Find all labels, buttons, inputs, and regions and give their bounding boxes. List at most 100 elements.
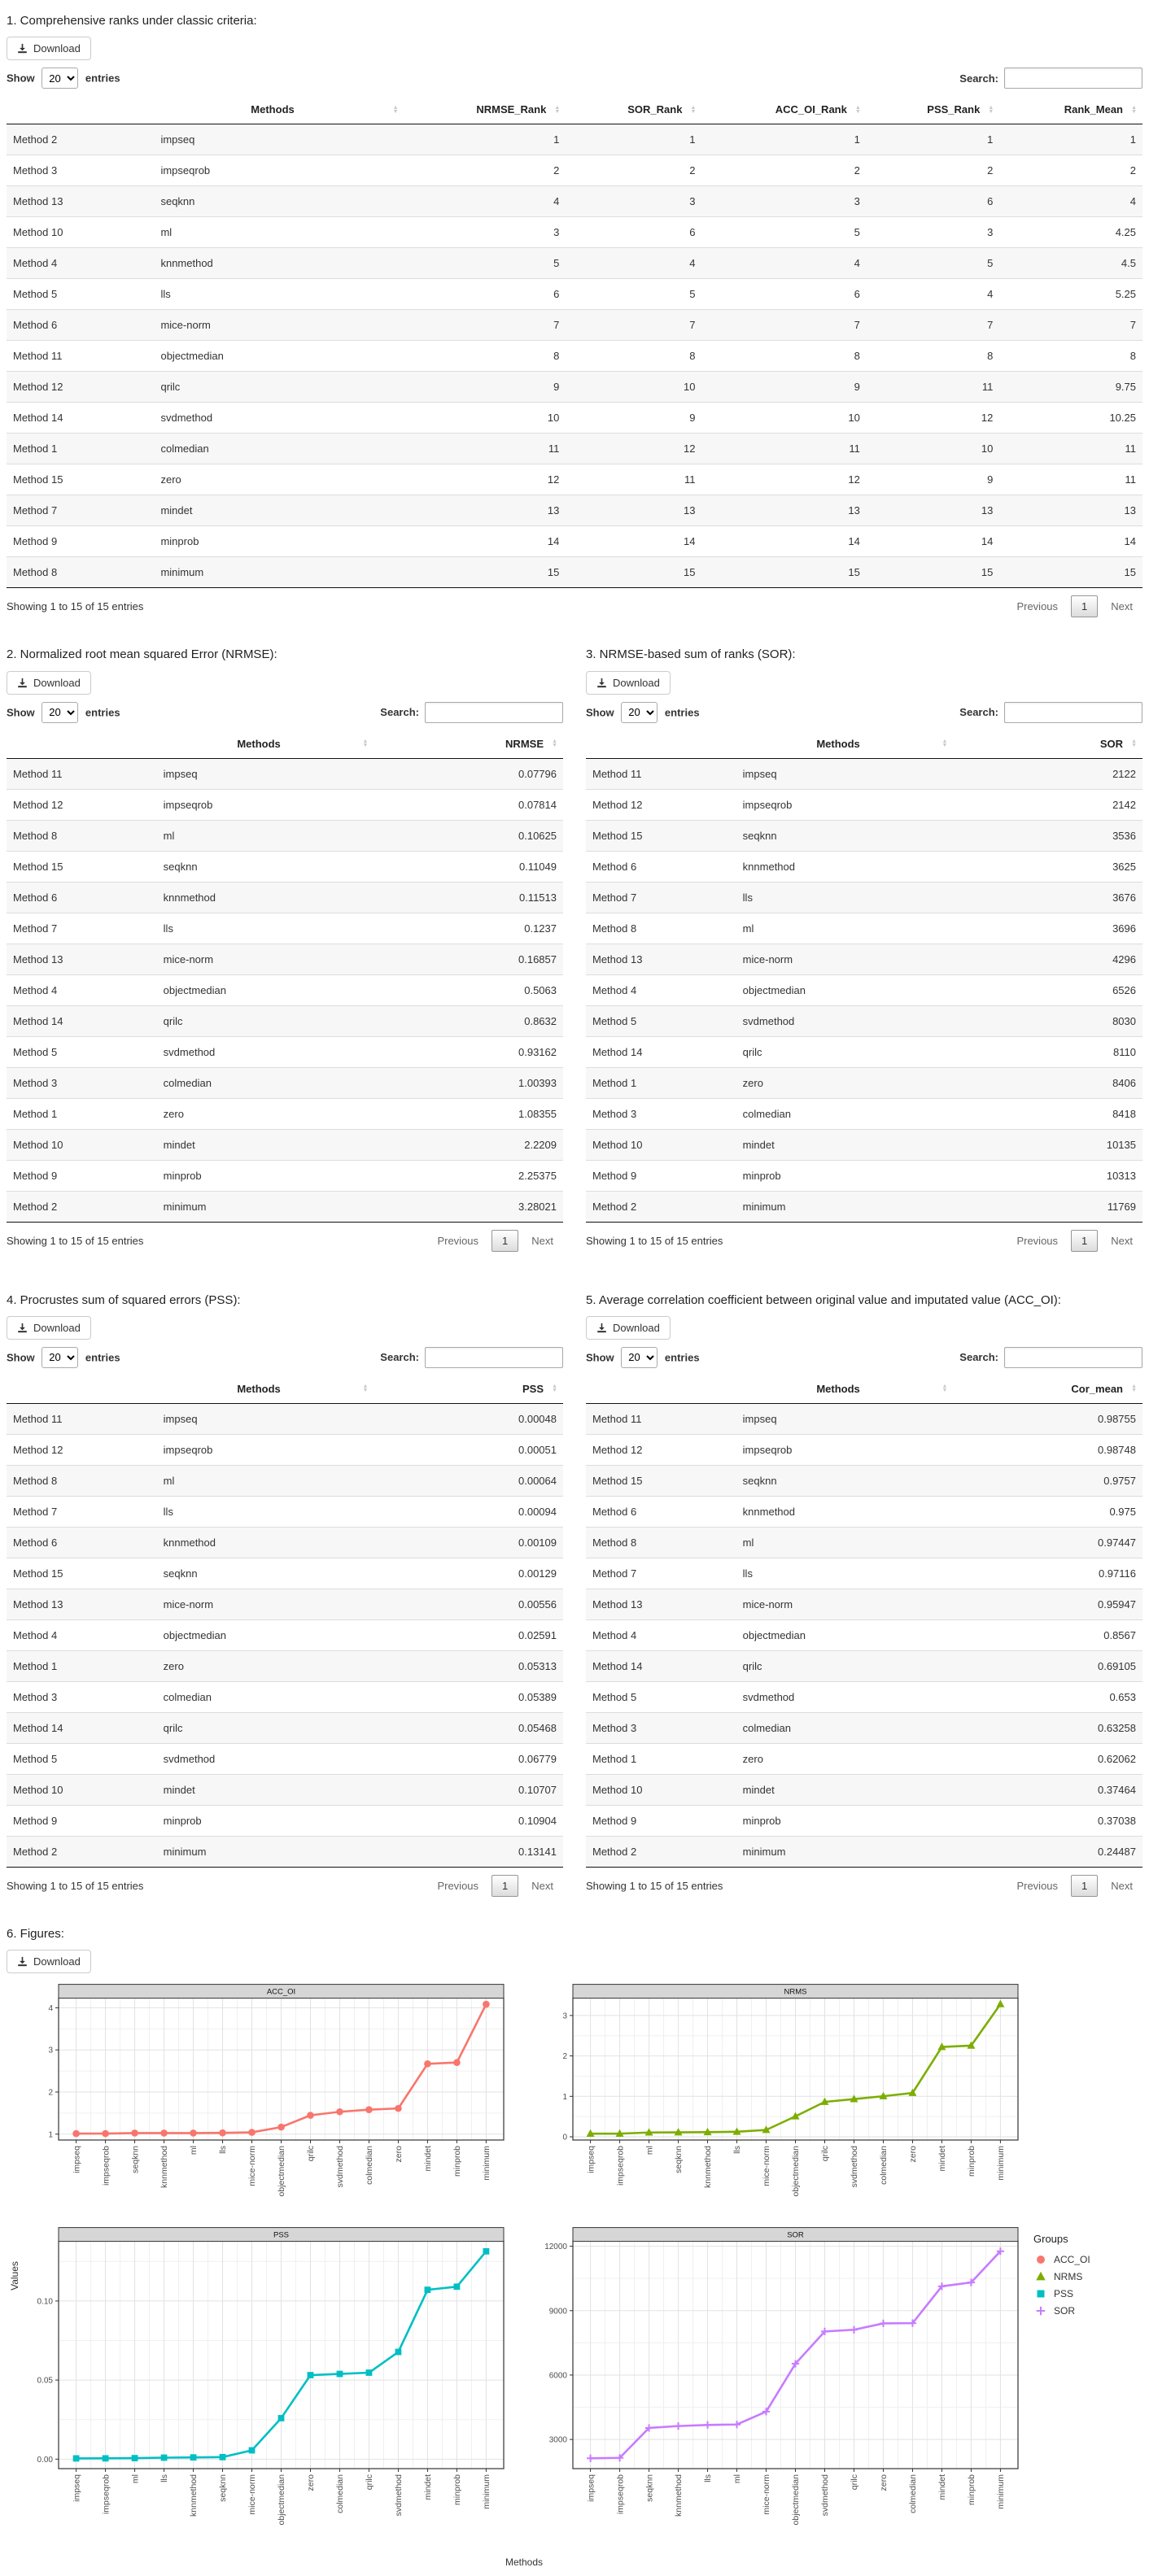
table-row: Method 15 seqknn 3536 (586, 819, 1142, 851)
next-button[interactable]: Next (1111, 1879, 1133, 1892)
previous-button[interactable]: Previous (1016, 1879, 1059, 1892)
download-button[interactable]: Download (7, 1315, 91, 1340)
row-name: Method 10 (586, 1128, 736, 1160)
column-header-nrmse_rank[interactable]: NRMSE_Rank ▲ ▼ (404, 95, 566, 125)
entries-label: entries (85, 706, 120, 718)
page-1-button[interactable]: 1 (1071, 595, 1099, 618)
svg-text:lls: lls (159, 2474, 169, 2482)
column-header-methods[interactable]: Methods ▲ ▼ (736, 729, 954, 759)
legend-title: Groups (1033, 2232, 1068, 2245)
download-button[interactable]: Download (7, 670, 91, 695)
column-header-methods[interactable]: Methods ▲ ▼ (156, 1374, 374, 1404)
page-length-select[interactable]: 20 (42, 68, 79, 89)
column-header-rank_mean[interactable]: Rank_Mean ▲ ▼ (999, 95, 1142, 125)
figure-panel-sor: SOR 3000 6000 9000 12000 impseq impseqrob seqkn… (544, 2227, 1019, 2525)
table-row: Method 9 minprob 10313 (586, 1159, 1142, 1191)
column-header-nrmse[interactable]: NRMSE ▲ ▼ (374, 729, 563, 759)
value-cell: 7 (866, 309, 1000, 341)
search-input[interactable] (425, 1346, 563, 1368)
download-icon (596, 678, 607, 688)
method-name: seqknn (736, 1464, 954, 1497)
column-header-methods[interactable]: Methods ▲ ▼ (154, 95, 404, 125)
column-header-pss_rank[interactable]: PSS_Rank ▲ ▼ (866, 95, 1000, 125)
next-button[interactable]: Next (531, 1879, 553, 1892)
y-axis-label: Values (9, 2261, 20, 2291)
row-name: Method 15 (7, 1557, 157, 1589)
next-button[interactable]: Next (531, 1234, 553, 1247)
table-row: Method 14 svdmethod 10 9 10 12 10.25 (7, 402, 1142, 434)
column-header-sor[interactable]: SOR ▲ ▼ (953, 729, 1142, 759)
row-name: Method 9 (7, 525, 155, 557)
download-button[interactable]: Download (7, 1950, 91, 1973)
value-cell: 0.00094 (374, 1495, 563, 1528)
next-button[interactable]: Next (1111, 600, 1133, 613)
page-length-select[interactable]: 20 (42, 1346, 79, 1368)
page-length-control: Show 20 entries (7, 701, 120, 723)
entries-label: entries (85, 72, 120, 85)
method-name: impseq (742, 1412, 777, 1425)
method-name: qrilc (736, 1035, 954, 1067)
table-row: Method 10 mindet 2.2209 (7, 1128, 563, 1160)
show-label: Show (7, 1351, 35, 1364)
download-label: Download (33, 676, 81, 689)
page-1-button[interactable]: 1 (1071, 1874, 1099, 1897)
table-row: Method 6 knnmethod 0.00109 (7, 1526, 563, 1558)
previous-button[interactable]: Previous (1016, 600, 1059, 613)
page-length-select[interactable]: 20 (621, 701, 658, 723)
legend-marker-circle-icon (1037, 2256, 1045, 2264)
sort-icon: ▲ ▼ (854, 104, 861, 115)
table-row: Method 1 zero 8406 (586, 1066, 1142, 1098)
row-name: Method 5 (586, 1005, 736, 1036)
previous-button[interactable]: Previous (437, 1879, 479, 1892)
download-button[interactable]: Download (586, 1315, 671, 1340)
svg-text:NRMS: NRMS (784, 1987, 807, 1996)
section-title: 6. Figures: (7, 1926, 64, 1941)
value-cell: 11 (701, 433, 867, 464)
previous-button[interactable]: Previous (1016, 1234, 1059, 1247)
page-1-button[interactable]: 1 (1071, 1229, 1099, 1252)
row-name: Method 2 (586, 1835, 736, 1868)
download-button[interactable]: Download (586, 670, 671, 695)
row-name: Method 11 (13, 767, 63, 780)
value-cell: 0.63258 (953, 1711, 1142, 1744)
page-length-select[interactable]: 20 (621, 1346, 658, 1368)
method-name: objectmedian (736, 1619, 954, 1651)
value-cell: 9 (566, 402, 702, 434)
page-length-select[interactable]: 20 (42, 701, 79, 723)
search-input[interactable] (1004, 68, 1142, 89)
download-button[interactable]: Download (7, 37, 91, 61)
value-cell: 9 (404, 371, 566, 403)
row-name: Method 14 (586, 1650, 736, 1682)
column-header-methods[interactable]: Methods ▲ ▼ (736, 1374, 954, 1404)
svg-text:colmedian: colmedian (908, 2474, 918, 2513)
next-button[interactable]: Next (1111, 1234, 1133, 1247)
search-input[interactable] (425, 701, 563, 723)
svg-text:minimum: minimum (482, 2146, 491, 2181)
column-header-sor_rank[interactable]: SOR_Rank ▲ ▼ (566, 95, 702, 125)
figure-panel-holder: SOR 3000 6000 9000 12000 impseq impseqrob seqkn… (537, 2227, 1025, 2554)
method-name: objectmedian (156, 1619, 374, 1651)
table-row: Method 1 zero 0.62062 (586, 1742, 1142, 1775)
column-header-rownames (7, 729, 157, 759)
search-input[interactable] (1004, 701, 1142, 723)
previous-button[interactable]: Previous (437, 1234, 479, 1247)
svg-text:ml: ml (130, 2474, 140, 2483)
section-title: 5. Average correlation coefficient betwe… (586, 1292, 1061, 1307)
column-header-methods[interactable]: Methods ▲ ▼ (156, 729, 374, 759)
value-cell: 0.10625 (374, 819, 563, 851)
column-header-pss[interactable]: PSS ▲ ▼ (374, 1374, 563, 1404)
value-cell: 13 (404, 495, 566, 526)
column-header-acc_oi_rank[interactable]: ACC_OI_Rank ▲ ▼ (701, 95, 867, 125)
value-cell: 13 (866, 495, 1000, 526)
page-length-control: Show 20 entries (586, 1346, 700, 1368)
table-row: Method 12 impseqrob 0.00051 (7, 1433, 563, 1466)
column-header-cor_mean[interactable]: Cor_mean ▲ ▼ (953, 1374, 1142, 1404)
page-1-button[interactable]: 1 (491, 1229, 519, 1252)
row-name: Method 8 (7, 1464, 157, 1497)
table-row: Method 7 lls 0.00094 (7, 1495, 563, 1528)
table-row: Method 11 impseq 0.07796 (7, 758, 563, 789)
page-1-button[interactable]: 1 (491, 1874, 519, 1897)
section-title: 1. Comprehensive ranks under classic cri… (7, 14, 257, 28)
search-input[interactable] (1004, 1346, 1142, 1368)
method-name: zero (156, 1650, 374, 1682)
